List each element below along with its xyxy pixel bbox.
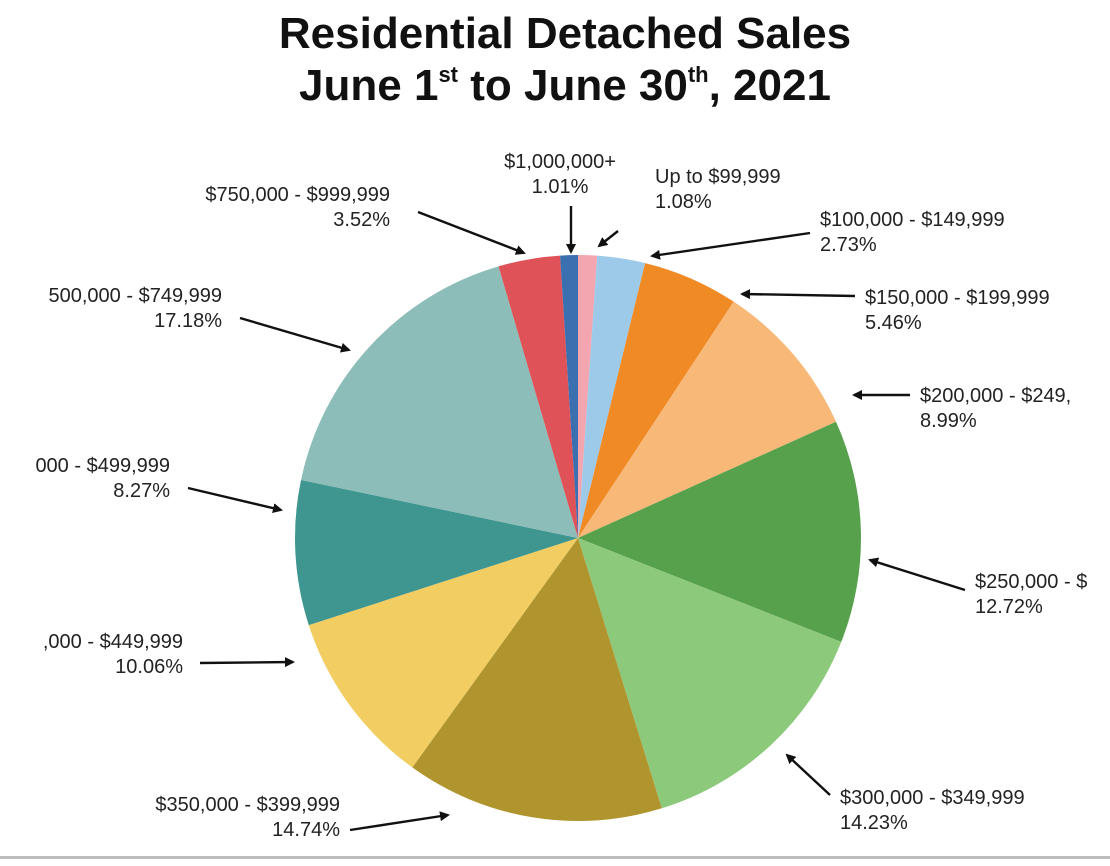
pie-slice [578, 421, 862, 642]
slice-percent-label: 1.01% [532, 176, 589, 198]
slice-range-label: $100,000 - $149,999 [820, 209, 1005, 231]
slice-range-label: $1,000,000+ [504, 151, 616, 173]
slice-label: $750,000 - $999,999 3.52% [205, 184, 390, 231]
slice-label: $300,000 - $349,999 14.23% [840, 787, 1025, 834]
slice-label: $250,000 - $ 12.72% [975, 571, 1087, 618]
pie-slices [295, 255, 862, 821]
slice-label: $350,000 - $399,999 14.74% [155, 794, 340, 841]
slice-label: ,000 - $449,999 10.06% [43, 631, 183, 678]
slice-label: $200,000 - $249, 8.99% [920, 385, 1071, 432]
slice-label: 000 - $499,999 8.27% [35, 455, 170, 502]
slice-percent-label: 10.06% [115, 656, 183, 678]
pie-slice [578, 255, 646, 538]
label-arrow [239, 316, 351, 353]
label-arrow [785, 753, 831, 796]
pie-slice [308, 538, 578, 768]
title-line-2: June 1st to June 30th, 2021 [0, 60, 1110, 112]
slice-percent-label: 14.23% [840, 812, 908, 834]
slice-range-label: 000 - $499,999 [35, 455, 170, 477]
slice-percent-label: 2.73% [820, 234, 877, 256]
slice-percent-label: 3.52% [333, 209, 390, 231]
title-part: to June 30 [458, 61, 688, 110]
slice-range-label: $150,000 - $199,999 [865, 287, 1050, 309]
slice-range-label: Up to $99,999 [655, 166, 781, 188]
slice-range-label: $200,000 - $249, [920, 385, 1071, 407]
title-superscript: th [687, 62, 709, 87]
chart-title: Residential Detached Sales June 1st to J… [0, 8, 1110, 112]
slice-labels: Up to $99,999 1.08% $100,000 - $149,999 2.7… [35, 151, 1087, 841]
slice-percent-label: 12.72% [975, 596, 1043, 618]
title-line-1: Residential Detached Sales [278, 9, 852, 58]
title-superscript: st [438, 62, 458, 87]
slice-range-label: ,000 - $449,999 [43, 631, 183, 653]
slice-label: 500,000 - $749,999 17.18% [49, 285, 223, 332]
slice-label: $100,000 - $149,999 2.73% [820, 209, 1005, 256]
slice-percent-label: 14.74% [272, 819, 340, 841]
pie-slice [578, 255, 598, 538]
slice-percent-label: 1.08% [655, 191, 712, 213]
slice-percent-label: 8.99% [920, 410, 977, 432]
slice-percent-label: 5.46% [865, 312, 922, 334]
pie-slice [295, 479, 578, 626]
pie-slice [301, 266, 578, 538]
slice-range-label: $250,000 - $ [975, 571, 1087, 593]
slice-range-label: $750,000 - $999,999 [205, 184, 390, 206]
pie-slice [412, 538, 662, 821]
label-arrow [868, 557, 966, 592]
slice-percent-label: 17.18% [154, 310, 222, 332]
pie-slice [560, 255, 578, 538]
slice-range-label: 500,000 - $749,999 [49, 285, 223, 307]
label-arrow [349, 811, 450, 832]
pie-slice [578, 538, 842, 809]
slice-percent-label: 8.27% [113, 480, 170, 502]
pie-slice [578, 301, 837, 538]
label-arrow [740, 289, 856, 300]
label-arrow [597, 230, 619, 248]
pie-slice [498, 255, 578, 538]
bottom-divider [0, 856, 1110, 859]
slice-label: $150,000 - $199,999 5.46% [865, 287, 1050, 334]
pie-slice [578, 263, 734, 538]
slice-label: Up to $99,999 1.08% [655, 166, 781, 213]
label-arrow [650, 231, 811, 260]
label-arrow [199, 657, 295, 668]
slice-label: $1,000,000+ 1.01% [504, 151, 616, 198]
label-arrow [417, 210, 526, 255]
slice-range-label: $300,000 - $349,999 [840, 787, 1025, 809]
label-arrows [187, 206, 966, 832]
title-part: June 1 [299, 61, 439, 110]
slice-range-label: $350,000 - $399,999 [155, 794, 340, 816]
label-arrow [187, 486, 283, 514]
title-part: , 2021 [708, 61, 831, 110]
